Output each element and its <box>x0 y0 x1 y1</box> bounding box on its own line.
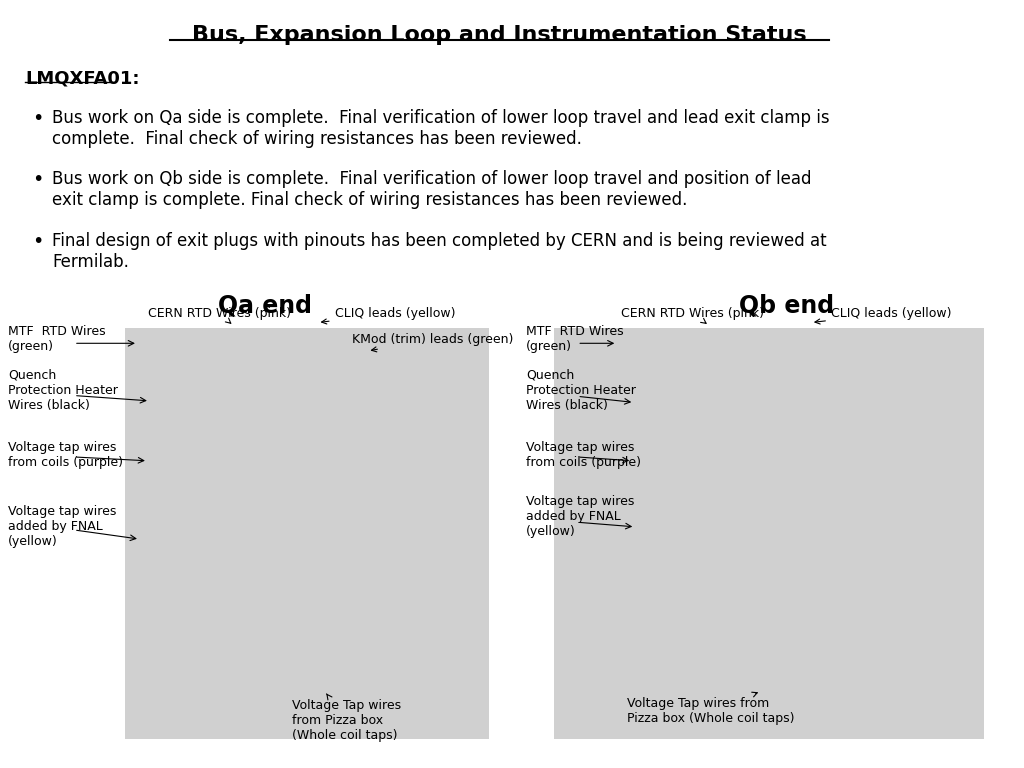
Text: Bus work on Qb side is complete.  Final verification of lower loop travel and po: Bus work on Qb side is complete. Final v… <box>52 170 811 210</box>
Text: Bus, Expansion Loop and Instrumentation Status: Bus, Expansion Loop and Instrumentation … <box>193 25 807 45</box>
Text: Voltage tap wires
from coils (purple): Voltage tap wires from coils (purple) <box>8 441 123 468</box>
Text: •: • <box>33 170 44 190</box>
Text: Voltage tap wires
from coils (purple): Voltage tap wires from coils (purple) <box>526 441 641 468</box>
Text: Qa end: Qa end <box>218 293 311 317</box>
Text: •: • <box>33 232 44 251</box>
Text: Qb end: Qb end <box>739 293 835 317</box>
Bar <box>125 328 489 739</box>
Text: MTF  RTD Wires
(green): MTF RTD Wires (green) <box>8 326 105 353</box>
Text: CERN RTD Wires (pink): CERN RTD Wires (pink) <box>622 307 764 323</box>
Text: MTF  RTD Wires
(green): MTF RTD Wires (green) <box>526 326 624 353</box>
Text: CLIQ leads (yellow): CLIQ leads (yellow) <box>815 307 951 324</box>
Bar <box>554 328 984 739</box>
Text: Final design of exit plugs with pinouts has been completed by CERN and is being : Final design of exit plugs with pinouts … <box>52 232 826 271</box>
Text: Quench
Protection Heater
Wires (black): Quench Protection Heater Wires (black) <box>526 369 636 412</box>
Text: CLIQ leads (yellow): CLIQ leads (yellow) <box>322 307 455 324</box>
Text: LMQXFA01:: LMQXFA01: <box>25 69 139 87</box>
Text: Voltage tap wires
added by FNAL
(yellow): Voltage tap wires added by FNAL (yellow) <box>8 505 117 548</box>
Text: Voltage Tap wires
from Pizza box
(Whole coil taps): Voltage Tap wires from Pizza box (Whole … <box>292 694 400 742</box>
Text: Voltage Tap wires from
Pizza box (Whole coil taps): Voltage Tap wires from Pizza box (Whole … <box>627 692 795 725</box>
Text: Bus work on Qa side is complete.  Final verification of lower loop travel and le: Bus work on Qa side is complete. Final v… <box>52 109 829 148</box>
Text: KMod (trim) leads (green): KMod (trim) leads (green) <box>351 333 513 352</box>
Text: Quench
Protection Heater
Wires (black): Quench Protection Heater Wires (black) <box>8 369 118 412</box>
Text: CERN RTD Wires (pink): CERN RTD Wires (pink) <box>147 307 291 323</box>
Text: Voltage tap wires
added by FNAL
(yellow): Voltage tap wires added by FNAL (yellow) <box>526 495 635 538</box>
Text: •: • <box>33 109 44 128</box>
